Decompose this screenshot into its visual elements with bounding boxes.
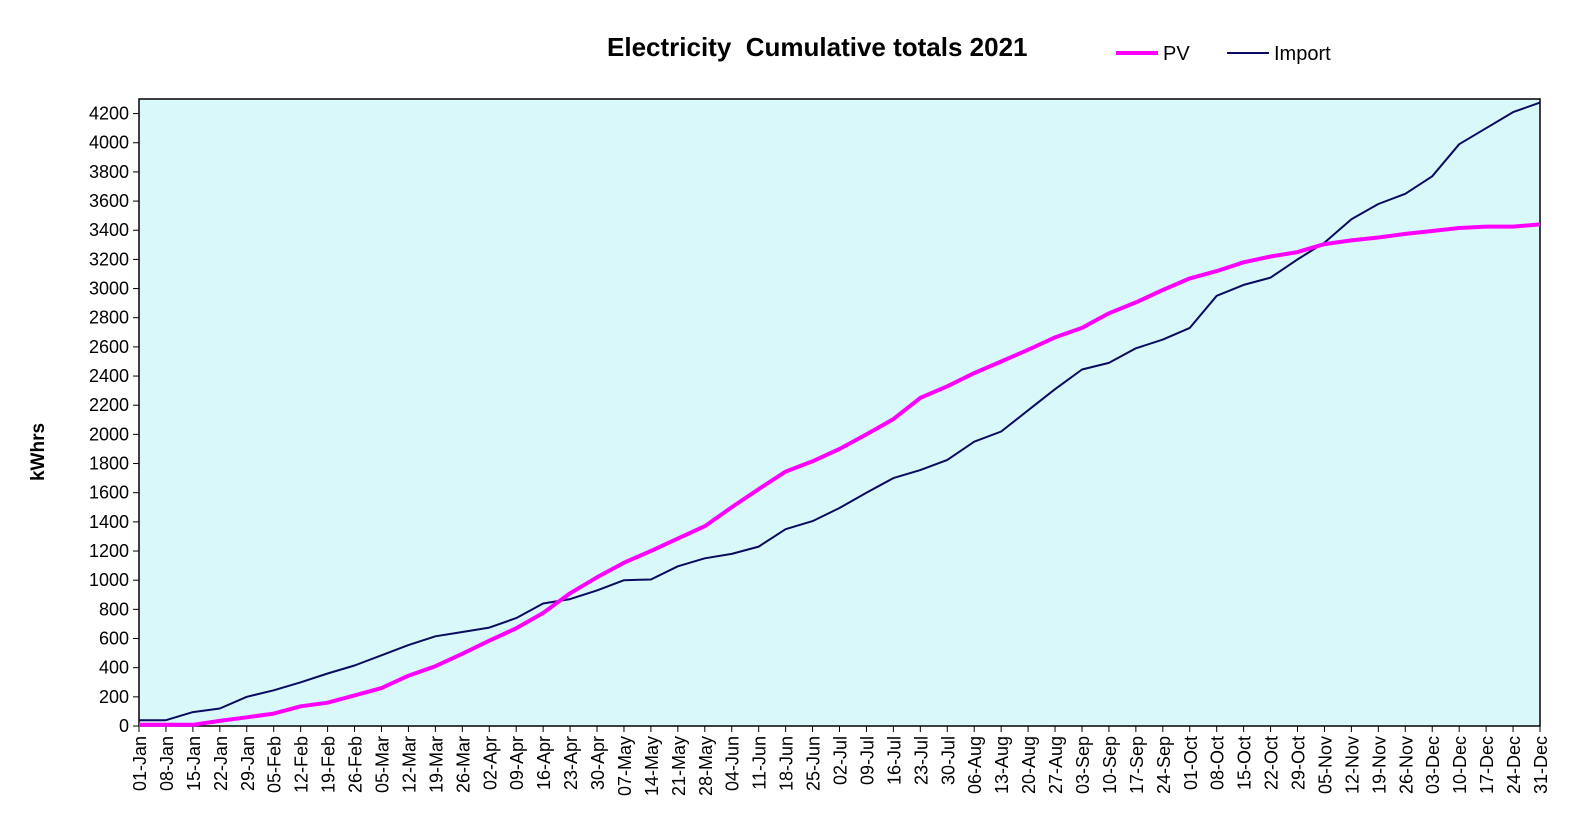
y-tick-label: 3600: [89, 191, 129, 211]
x-tick-label: 11-Jun: [750, 736, 770, 790]
y-tick-label: 1800: [89, 454, 129, 474]
chart-title: Electricity Cumulative totals 2021: [607, 32, 1028, 62]
x-axis: 01-Jan 08-Jan 15-Jan 22-Jan 29-Jan 05-Feb 12-F…: [130, 726, 1551, 796]
x-tick-label: 22-Oct: [1262, 736, 1282, 790]
series-layer: [139, 101, 1541, 727]
y-tick-label: 1600: [89, 483, 129, 503]
x-tick-label: 05-Nov: [1315, 736, 1335, 794]
y-tick-label: 600: [99, 629, 129, 649]
x-tick-label: 30-Apr: [588, 736, 608, 790]
y-tick-label: 2200: [89, 395, 129, 415]
x-tick-label: 17-Dec: [1477, 736, 1497, 794]
y-tick-label: 3400: [89, 220, 129, 240]
y-tick-label: 1200: [89, 541, 129, 561]
x-tick-label: 26-Mar: [453, 736, 473, 793]
x-tick-label: 06-Aug: [965, 736, 985, 794]
y-tick-label: 3800: [89, 162, 129, 182]
x-tick-label: 08-Oct: [1208, 736, 1228, 790]
x-tick-label: 19-Mar: [426, 736, 446, 793]
x-tick-label: 12-Mar: [399, 736, 419, 793]
y-axis: 0 200 400 600 800 1000 1200 1400 1600 1800 2000 220…: [89, 104, 139, 736]
x-tick-label: 02-Jul: [831, 736, 851, 785]
y-tick-label: 3200: [89, 249, 129, 269]
x-tick-label: 10-Sep: [1100, 736, 1120, 794]
x-tick-label: 07-May: [615, 736, 635, 796]
x-tick-label: 14-May: [642, 736, 662, 796]
x-tick-label: 23-Apr: [561, 736, 581, 790]
series-line-pv: [139, 222, 1541, 727]
x-tick-label: 30-Jul: [938, 736, 958, 785]
x-tick-label: 08-Jan: [157, 736, 177, 791]
x-tick-label: 18-Jun: [777, 736, 797, 791]
y-tick-label: 0: [119, 716, 129, 736]
plot-area: [138, 98, 1541, 727]
y-axis-label: kWhrs: [28, 423, 49, 481]
y-tick-label: 1000: [89, 570, 129, 590]
x-tick-label: 09-Jul: [857, 736, 877, 785]
legend-import-label: Import: [1274, 43, 1331, 65]
y-tick-label: 200: [99, 687, 129, 707]
y-tick-label: 3000: [89, 279, 129, 299]
x-tick-label: 31-Dec: [1531, 736, 1551, 794]
x-tick-label: 27-Aug: [1046, 736, 1066, 794]
y-tick-label: 4000: [89, 133, 129, 153]
x-tick-label: 05-Mar: [372, 736, 392, 793]
x-tick-label: 15-Jan: [184, 736, 204, 791]
legend-pv-label: PV: [1163, 43, 1190, 65]
y-tick-label: 1400: [89, 512, 129, 532]
x-tick-label: 17-Sep: [1127, 736, 1147, 794]
x-tick-label: 12-Nov: [1342, 736, 1362, 794]
x-tick-label: 02-Apr: [480, 736, 500, 790]
x-tick-label: 26-Nov: [1396, 736, 1416, 794]
x-tick-label: 03-Sep: [1073, 736, 1093, 794]
legend: PV Import: [1116, 43, 1331, 65]
x-tick-label: 15-Oct: [1235, 736, 1255, 790]
x-tick-label: 03-Dec: [1423, 736, 1443, 794]
y-tick-label: 2000: [89, 424, 129, 444]
x-tick-label: 01-Oct: [1181, 736, 1201, 790]
x-tick-label: 21-May: [669, 736, 689, 796]
y-tick-label: 800: [99, 599, 129, 619]
x-tick-label: 10-Dec: [1450, 736, 1470, 794]
x-tick-label: 12-Feb: [292, 736, 312, 793]
x-tick-label: 26-Feb: [346, 736, 366, 793]
x-tick-label: 09-Apr: [507, 736, 527, 790]
x-tick-label: 25-Jun: [804, 736, 824, 791]
x-tick-label: 24-Sep: [1154, 736, 1174, 794]
x-tick-label: 28-May: [696, 736, 716, 796]
x-tick-label: 01-Jan: [130, 736, 150, 791]
x-tick-label: 16-Apr: [534, 736, 554, 790]
y-tick-label: 2600: [89, 337, 129, 357]
x-tick-label: 24-Dec: [1504, 736, 1524, 794]
y-tick-label: 2400: [89, 366, 129, 386]
x-tick-label: 22-Jan: [211, 736, 231, 791]
x-tick-label: 05-Feb: [265, 736, 285, 793]
x-tick-label: 19-Nov: [1369, 736, 1389, 794]
x-tick-label: 20-Aug: [1019, 736, 1039, 794]
x-tick-label: 04-Jun: [723, 736, 743, 791]
y-tick-label: 2800: [89, 308, 129, 328]
y-tick-label: 4200: [89, 104, 129, 124]
x-tick-label: 29-Jan: [238, 736, 258, 791]
x-tick-label: 19-Feb: [319, 736, 339, 793]
series-line-import: [139, 101, 1541, 722]
x-tick-label: 29-Oct: [1289, 736, 1309, 790]
x-tick-label: 23-Jul: [911, 736, 931, 785]
y-tick-label: 400: [99, 658, 129, 678]
x-tick-label: 13-Aug: [992, 736, 1012, 794]
x-tick-label: 16-Jul: [884, 736, 904, 785]
